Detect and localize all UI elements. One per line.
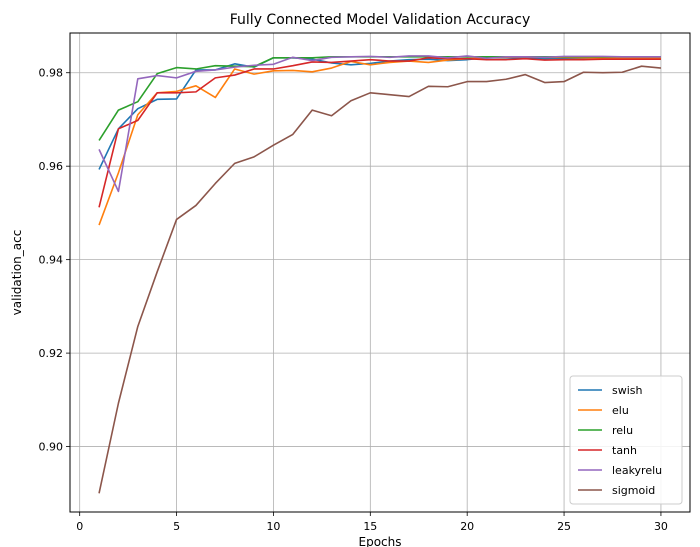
x-tick-label: 25 [557, 520, 571, 533]
x-tick-label: 10 [266, 520, 280, 533]
grid [70, 33, 690, 512]
y-axis-label: validation_acc [10, 230, 24, 316]
series-line-tanh [98, 56, 661, 208]
x-tick-label: 5 [173, 520, 180, 533]
x-tick-label: 20 [460, 520, 474, 533]
legend-label-elu: elu [612, 404, 629, 417]
y-tick-label: 0.96 [39, 160, 64, 173]
y-tick-label: 0.92 [39, 347, 64, 360]
x-tick-label: 0 [76, 520, 83, 533]
legend: swish elu relu tanh leakyrelu sigmoid [569, 375, 683, 505]
x-tick-label: 30 [654, 520, 668, 533]
x-axis-ticks: 0 5 10 15 20 25 30 [76, 512, 668, 533]
series-line-elu [98, 56, 661, 226]
legend-box [569, 375, 683, 505]
y-tick-label: 0.94 [39, 254, 64, 267]
series-line-swish [98, 56, 661, 170]
legend-label-relu: relu [612, 424, 633, 437]
y-axis-ticks: 0.90 0.92 0.94 0.96 0.98 [39, 67, 70, 454]
series-line-sigmoid [98, 65, 662, 494]
chart-title: Fully Connected Model Validation Accurac… [230, 12, 531, 28]
x-axis-label: Epochs [359, 535, 402, 547]
x-tick-label: 15 [363, 520, 377, 533]
series-lines [98, 55, 662, 494]
plot-frame [69, 32, 691, 513]
legend-label-tanh: tanh [612, 444, 637, 457]
y-tick-label: 0.98 [39, 67, 64, 80]
y-tick-label: 0.90 [39, 441, 64, 454]
series-line-relu [98, 56, 661, 141]
legend-label-leakyrelu: leakyrelu [612, 464, 662, 477]
legend-label-swish: swish [612, 384, 643, 397]
legend-label-sigmoid: sigmoid [612, 484, 655, 497]
series-line-leakyrelu [98, 55, 661, 193]
